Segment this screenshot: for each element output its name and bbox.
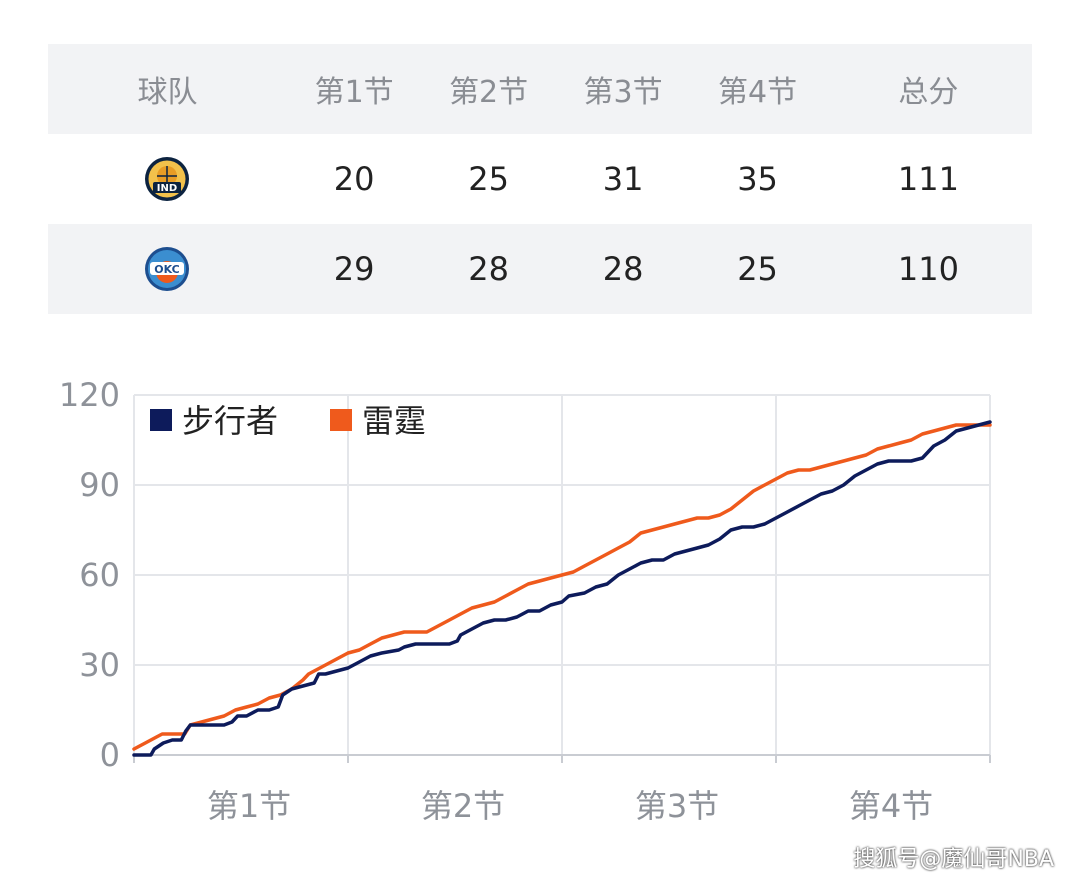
- y-tick-label: 30: [79, 646, 120, 684]
- score-ind-q3: 31: [602, 160, 644, 198]
- x-tick-label: 第1节: [207, 787, 291, 825]
- score-ind-q2: 25: [468, 160, 509, 198]
- legend-swatch: [330, 409, 352, 431]
- header-team: 球队: [137, 75, 198, 110]
- y-tick-label: 90: [79, 466, 120, 504]
- x-tick-label: 第4节: [849, 787, 933, 825]
- score-table: 球队 第1节 第2节 第3节 第4节 总分 IND 20 25 31 35 11…: [48, 44, 1032, 314]
- y-tick-label: 0: [100, 736, 120, 774]
- chart-legend: 步行者 雷霆: [150, 402, 426, 440]
- score-okc-q4: 25: [737, 250, 778, 288]
- y-axis-ticks: 0 30 60 90 120: [59, 376, 120, 774]
- table-header-row: 球队 第1节 第2节 第3节 第4节 总分: [48, 44, 1032, 134]
- y-tick-label: 60: [79, 556, 120, 594]
- header-q1: 第1节: [314, 75, 394, 110]
- legend-swatch: [150, 409, 172, 431]
- pacers-logo-icon: IND: [145, 157, 190, 201]
- legend-label: 步行者: [182, 402, 278, 440]
- x-axis-ticks: 第1节 第2节 第3节 第4节: [207, 787, 933, 825]
- score-ind-total: 111: [897, 160, 959, 198]
- thunder-logo-icon: OKC: [145, 247, 190, 291]
- legend-label: 雷霆: [362, 402, 426, 440]
- score-okc-q1: 29: [333, 250, 375, 288]
- header-q3: 第3节: [583, 75, 663, 110]
- series-line: [132, 423, 992, 751]
- score-ind-q4: 35: [737, 160, 778, 198]
- thunder-logo-text: OKC: [155, 263, 180, 276]
- x-tick-label: 第3节: [635, 787, 719, 825]
- score-okc-q3: 28: [602, 250, 644, 288]
- chart-lines: [132, 420, 992, 757]
- y-tick-label: 120: [59, 376, 120, 414]
- chart-grid: [133, 394, 991, 763]
- series-line: [132, 420, 992, 757]
- score-ind-q1: 20: [333, 160, 375, 198]
- score-progression-chart: 0 30 60 90 120 第1节 第2节 第3节 第4节 步行者 雷霆: [59, 376, 992, 825]
- table-row-okc: OKC 29 28 28 25 110: [48, 224, 1032, 314]
- x-tick-label: 第2节: [421, 787, 505, 825]
- score-okc-total: 110: [897, 250, 959, 288]
- header-q4: 第4节: [718, 75, 798, 110]
- header-q2: 第2节: [449, 75, 529, 110]
- score-okc-q2: 28: [468, 250, 509, 288]
- header-total: 总分: [898, 75, 959, 110]
- table-row-ind: IND 20 25 31 35 111: [48, 134, 1032, 224]
- team-cell-okc: OKC: [48, 224, 287, 314]
- watermark: 搜狐号@魔仙哥NBA: [853, 847, 1054, 872]
- team-cell-ind: IND: [48, 134, 287, 224]
- pacers-logo-text: IND: [157, 183, 177, 194]
